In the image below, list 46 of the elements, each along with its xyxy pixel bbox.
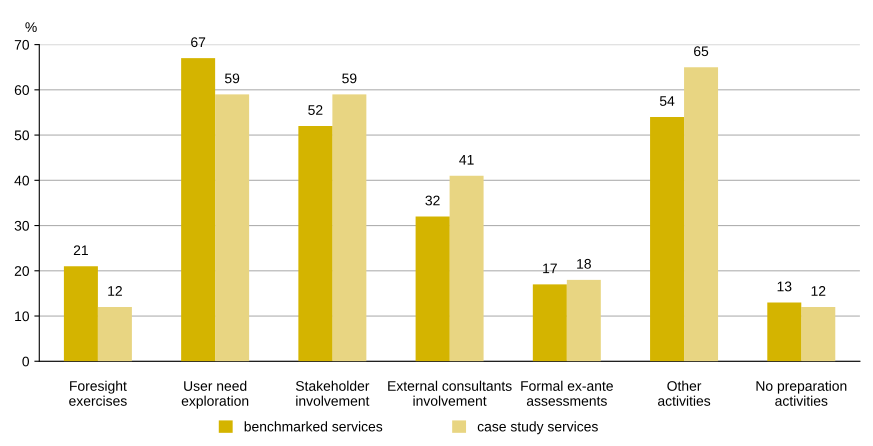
y-tick-label: 0 bbox=[22, 356, 30, 366]
data-label: 67 bbox=[191, 37, 206, 48]
x-tick-label: External consultants involvement bbox=[388, 380, 512, 406]
bar bbox=[650, 116, 684, 362]
y-tick-label: 10 bbox=[15, 311, 30, 322]
data-label: 32 bbox=[425, 196, 440, 206]
data-label: 12 bbox=[108, 286, 122, 296]
bar bbox=[450, 176, 484, 362]
x-tick-label: Foresight exercises bbox=[69, 380, 127, 406]
data-label: 12 bbox=[812, 286, 826, 296]
bar bbox=[532, 284, 567, 362]
x-tick-label: Formal ex-ante assessments bbox=[521, 380, 613, 406]
y-axis-title: % bbox=[25, 22, 37, 32]
bar bbox=[684, 67, 718, 362]
data-label: 17 bbox=[543, 264, 557, 274]
x-tick-label: User need exploration bbox=[182, 380, 248, 409]
data-label: 65 bbox=[694, 46, 708, 56]
bar bbox=[98, 306, 132, 362]
data-label: 21 bbox=[74, 245, 88, 256]
bar bbox=[298, 126, 332, 362]
data-label: 54 bbox=[660, 96, 674, 106]
data-label: 52 bbox=[308, 105, 322, 115]
x-tick-label: Other activities bbox=[658, 380, 710, 406]
data-label: 59 bbox=[224, 73, 240, 84]
y-tick-label: 70 bbox=[14, 40, 30, 50]
bar bbox=[767, 302, 802, 362]
y-tick-label: 50 bbox=[14, 130, 30, 140]
data-label: 59 bbox=[342, 73, 356, 84]
y-tick-label: 60 bbox=[14, 85, 30, 96]
y-tick-label: 20 bbox=[14, 266, 30, 276]
data-label: 13 bbox=[778, 282, 792, 292]
y-tick-label: 30 bbox=[14, 220, 30, 231]
bar bbox=[416, 216, 450, 362]
bar bbox=[566, 280, 601, 362]
data-label: 18 bbox=[577, 258, 591, 269]
bar bbox=[332, 94, 366, 362]
legend-label: benchmarked services bbox=[244, 421, 382, 432]
x-tick-label: No preparation activities bbox=[756, 380, 846, 406]
bar bbox=[215, 94, 250, 362]
bar bbox=[64, 266, 98, 362]
bar bbox=[801, 306, 836, 362]
x-tick-label: Stakeholder involvement bbox=[296, 380, 370, 406]
data-label: 41 bbox=[459, 155, 474, 165]
legend-label: case study services bbox=[478, 421, 598, 434]
bar bbox=[181, 58, 216, 362]
y-tick-label: 40 bbox=[14, 176, 30, 186]
